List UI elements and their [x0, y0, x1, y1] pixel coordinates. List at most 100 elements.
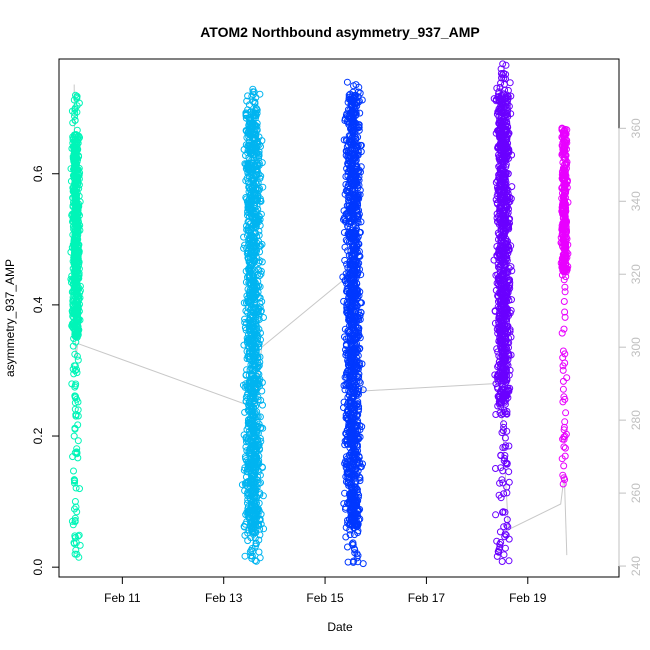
- scatter-point-cluster-2: [243, 163, 251, 171]
- y-right-tick-label: 340: [629, 191, 643, 211]
- scatter-point-cluster-2: [250, 426, 258, 434]
- scatter-point-cluster-1: [70, 539, 78, 547]
- scatter-point-cluster-1: [74, 221, 82, 229]
- scatter-point-cluster-2: [251, 213, 259, 220]
- scatter-point-cluster-2: [244, 247, 252, 255]
- scatter-point-cluster-5: [563, 374, 571, 382]
- chart-title: ATOM2 Northbound asymmetry_937_AMP: [200, 24, 480, 40]
- scatter-point-cluster-1: [73, 211, 81, 219]
- scatter-point-cluster-2: [254, 473, 261, 480]
- scatter-point-cluster-2: [254, 139, 262, 147]
- y-axis: 0.00.20.40.6: [31, 165, 60, 576]
- scatter-point-cluster-2: [244, 435, 252, 443]
- scatter-point-cluster-2: [256, 174, 264, 182]
- scatter-point-cluster-2: [250, 252, 258, 260]
- scatter-point-cluster-1: [72, 546, 80, 554]
- scatter-point-cluster-2: [246, 273, 254, 281]
- scatter-point-cluster-2: [249, 471, 257, 479]
- scatter-point-cluster-4: [508, 183, 516, 191]
- scatter-point-cluster-2: [250, 446, 257, 454]
- scatter-point-cluster-1: [76, 485, 83, 493]
- scatter-point-cluster-1: [71, 394, 79, 402]
- scatter-point-cluster-1: [73, 236, 80, 244]
- scatter-point-cluster-2: [252, 539, 260, 547]
- scatter-point-cluster-1: [75, 192, 83, 200]
- scatter-point-cluster-1: [73, 445, 81, 453]
- scatter-point-cluster-1: [74, 136, 82, 144]
- scatter-point-cluster-4: [492, 511, 500, 519]
- scatter-point-cluster-2: [240, 233, 248, 241]
- scatter-point-cluster-1: [74, 299, 82, 307]
- scatter-point-cluster-1: [73, 220, 81, 228]
- scatter-point-cluster-2: [242, 393, 250, 401]
- scatter-point-cluster-2: [254, 381, 262, 389]
- scatter-point-cluster-4: [498, 558, 506, 565]
- scatter-point-cluster-2: [251, 454, 258, 462]
- scatter-point-cluster-2: [242, 177, 250, 185]
- scatter-point-cluster-1: [72, 380, 80, 388]
- scatter-point-cluster-2: [239, 381, 247, 389]
- scatter-point-cluster-1: [74, 292, 82, 300]
- y-tick-label: 0.4: [31, 296, 45, 313]
- scatter-point-cluster-1: [71, 267, 79, 275]
- scatter-point-cluster-1: [72, 250, 80, 258]
- scatter-point-cluster-2: [255, 152, 263, 159]
- scatter-point-cluster-1: [71, 532, 79, 540]
- scatter-point-cluster-2: [248, 430, 256, 438]
- scatter-point-cluster-2: [251, 310, 259, 318]
- x-axis: Feb 11 Feb 13 Feb 15 Feb 17 Feb 19: [104, 576, 547, 605]
- scatter-point-cluster-2: [245, 355, 253, 363]
- scatter-point-cluster-2: [255, 148, 263, 156]
- scatter-point-cluster-5: [559, 377, 567, 385]
- scatter-point-cluster-2: [255, 548, 263, 556]
- scatter-point-cluster-2: [255, 213, 263, 221]
- scatter-point-cluster-2: [244, 490, 252, 498]
- scatter-point-cluster-2: [251, 122, 259, 130]
- scatter-point-cluster-1: [73, 254, 81, 261]
- scatter-point-cluster-2: [244, 149, 252, 157]
- scatter-point-cluster-2: [255, 266, 263, 274]
- y-right-tick-label: 280: [629, 410, 643, 430]
- scatter-point-cluster-1: [75, 203, 83, 211]
- scatter-point-cluster-2: [252, 291, 260, 299]
- scatter-point-cluster-1: [75, 171, 83, 179]
- scatter-point-cluster-2: [245, 114, 253, 121]
- scatter-point-cluster-1: [72, 539, 80, 547]
- scatter-point-cluster-2: [246, 234, 254, 242]
- scatter-point-cluster-3: [349, 558, 357, 566]
- scatter-point-cluster-2: [254, 335, 262, 343]
- x-tick-label: Feb 11: [104, 591, 141, 605]
- scatter-point-cluster-1: [73, 366, 80, 374]
- scatter-point-cluster-2: [257, 437, 265, 445]
- y-right-tick-label: 240: [629, 556, 643, 576]
- scatter-point-cluster-2: [250, 234, 258, 242]
- scatter-point-cluster-1: [72, 484, 80, 492]
- scatter-point-cluster-1: [72, 277, 80, 285]
- scatter-point-cluster-2: [255, 370, 263, 378]
- scatter-point-cluster-2: [256, 435, 264, 442]
- scatter-point-cluster-1: [69, 119, 77, 127]
- scatter-point-cluster-1: [71, 476, 79, 484]
- scatter-point-cluster-2: [250, 494, 258, 501]
- x-tick-label: Feb 19: [509, 591, 547, 605]
- scatter-point-cluster-1: [69, 301, 77, 308]
- scatter-point-cluster-1: [74, 356, 82, 364]
- scatter-point-cluster-2: [255, 521, 263, 529]
- scatter-point-cluster-2: [244, 159, 252, 167]
- scatter-point-cluster-4: [500, 551, 508, 559]
- scatter-point-cluster-2: [250, 113, 258, 121]
- scatter-point-cluster-1: [71, 182, 79, 190]
- scatter-point-cluster-1: [75, 249, 83, 257]
- scatter-point-cluster-2: [246, 306, 254, 314]
- scatter-point-cluster-2: [244, 390, 252, 398]
- scatter-point-cluster-2: [249, 256, 257, 264]
- scatter-point-cluster-1: [71, 112, 78, 120]
- scatter-point-cluster-2: [256, 185, 263, 192]
- scatter-point-cluster-1: [72, 411, 80, 419]
- scatter-point-cluster-1: [71, 479, 78, 487]
- y-axis-label: asymmetry_937_AMP: [3, 259, 17, 377]
- scatter-point-cluster-2: [258, 159, 266, 167]
- scatter-point-cluster-2: [249, 335, 256, 343]
- scatter-point-cluster-4: [503, 516, 511, 524]
- y-right-tick-label: 300: [629, 337, 643, 357]
